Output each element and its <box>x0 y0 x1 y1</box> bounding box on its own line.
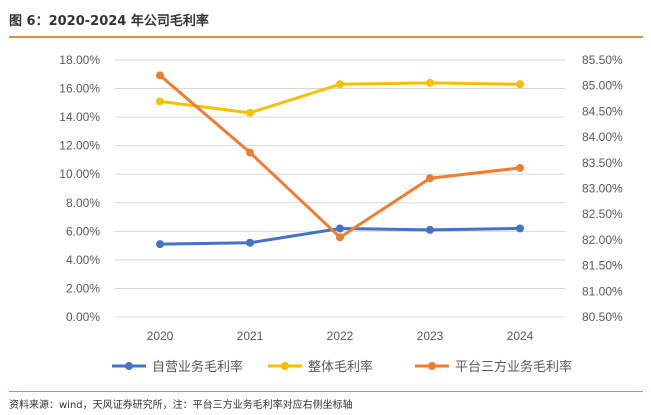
x-tick-label: 2021 <box>237 329 264 343</box>
legend: 自营业务毛利率 整体毛利率 平台三方业务毛利率 <box>112 359 572 375</box>
right-tick-label: 81.00% <box>582 284 623 298</box>
x-tick-label: 2020 <box>147 329 174 343</box>
left-tick-label: 4.00% <box>66 253 100 267</box>
right-tick-label: 82.00% <box>582 233 623 247</box>
right-tick-label: 84.50% <box>582 104 623 118</box>
left-tick-label: 0.00% <box>66 310 100 324</box>
data-point <box>156 240 164 249</box>
left-tick-label: 6.00% <box>66 224 100 238</box>
left-axis-ticks: 0.00% 2.00% 4.00% 6.00% 8.00% 10.00% 12.00% 14.… <box>59 53 100 324</box>
gridlines <box>115 59 565 318</box>
legend-swatch-marker <box>125 362 133 370</box>
data-point <box>246 238 254 247</box>
right-tick-label: 81.50% <box>582 259 623 273</box>
left-tick-label: 10.00% <box>59 167 100 181</box>
right-tick-label: 84.00% <box>582 130 623 144</box>
data-point <box>336 233 344 242</box>
data-point <box>516 224 524 233</box>
data-point <box>516 80 524 89</box>
x-tick-label: 2024 <box>507 329 534 343</box>
legend-swatch-marker <box>281 362 289 370</box>
data-point <box>426 225 434 234</box>
right-tick-label: 85.50% <box>582 53 623 67</box>
legend-label: 自营业务毛利率 <box>152 359 243 375</box>
title-divider <box>9 36 643 38</box>
data-point <box>336 224 344 233</box>
right-axis-ticks: 80.50% 81.00% 81.50% 82.00% 82.50% 83.00% 83.5… <box>582 53 623 324</box>
legend-label: 整体毛利率 <box>308 359 373 375</box>
legend-swatch-marker <box>428 362 436 370</box>
right-tick-label: 85.00% <box>582 79 623 93</box>
data-point <box>156 97 164 106</box>
data-point <box>246 148 254 157</box>
data-point <box>426 78 434 87</box>
data-point <box>336 80 344 89</box>
right-tick-label: 83.00% <box>582 182 623 196</box>
left-tick-label: 18.00% <box>59 53 100 67</box>
left-tick-label: 12.00% <box>59 139 100 153</box>
legend-label: 平台三方业务毛利率 <box>455 359 572 375</box>
x-tick-label: 2022 <box>327 329 354 343</box>
left-tick-label: 16.00% <box>59 82 100 96</box>
data-point <box>426 174 434 183</box>
data-point <box>156 71 164 80</box>
source-note: 资料来源：wind，天风证券研究所，注：平台三方业务毛利率对应右侧坐标轴 <box>9 400 353 411</box>
data-point <box>246 108 254 117</box>
line-chart: 0.00% 2.00% 4.00% 6.00% 8.00% 10.00% 12.00% 14.… <box>59 53 623 375</box>
figure-title: 图 6：2020-2024 年公司毛利率 <box>9 14 209 29</box>
data-point <box>516 163 524 172</box>
series-group <box>156 71 524 249</box>
left-tick-label: 14.00% <box>59 110 100 124</box>
left-tick-label: 8.00% <box>66 196 100 210</box>
x-axis-ticks: 2020 2021 2022 2023 2024 <box>147 329 534 343</box>
x-tick-label: 2023 <box>417 329 444 343</box>
right-tick-label: 83.50% <box>582 156 623 170</box>
right-tick-label: 80.50% <box>582 310 623 324</box>
right-tick-label: 82.50% <box>582 207 623 221</box>
series-line <box>158 73 522 239</box>
source-divider <box>9 391 643 392</box>
left-tick-label: 2.00% <box>66 281 100 295</box>
